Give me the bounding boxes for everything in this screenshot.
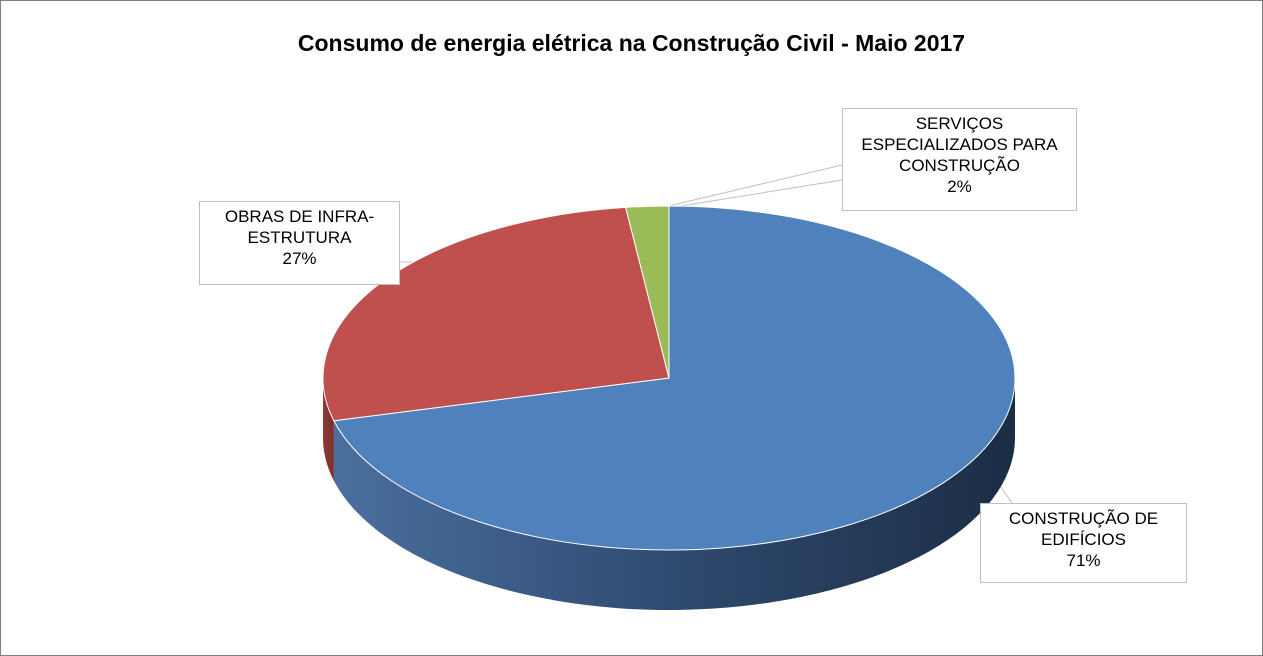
label-category: CONSTRUÇÃO DE EDIFÍCIOS [1008,509,1159,549]
label-value: 27% [282,249,317,268]
data-label: OBRAS DE INFRA-ESTRUTURA 27% [199,201,400,285]
pie [322,205,1016,610]
slice [625,205,670,379]
slice-side [323,378,334,481]
leader-line [659,164,843,209]
label-category: OBRAS DE INFRA-ESTRUTURA [224,207,375,247]
data-label: SERVIÇOS ESPECIALIZADOS PARA CONSTRUÇÃO 2… [842,108,1077,211]
label-value: 2% [947,177,972,196]
label-category: SERVIÇOS ESPECIALIZADOS PARA CONSTRUÇÃO [861,114,1058,175]
slice [333,205,1016,551]
slice-side [333,378,1015,610]
data-label: CONSTRUÇÃO DE EDIFÍCIOS 71% [980,503,1187,583]
chart-title: Consumo de energia elétrica na Construçã… [297,30,966,56]
leader-line [667,179,843,209]
label-value: 71% [1066,551,1101,570]
